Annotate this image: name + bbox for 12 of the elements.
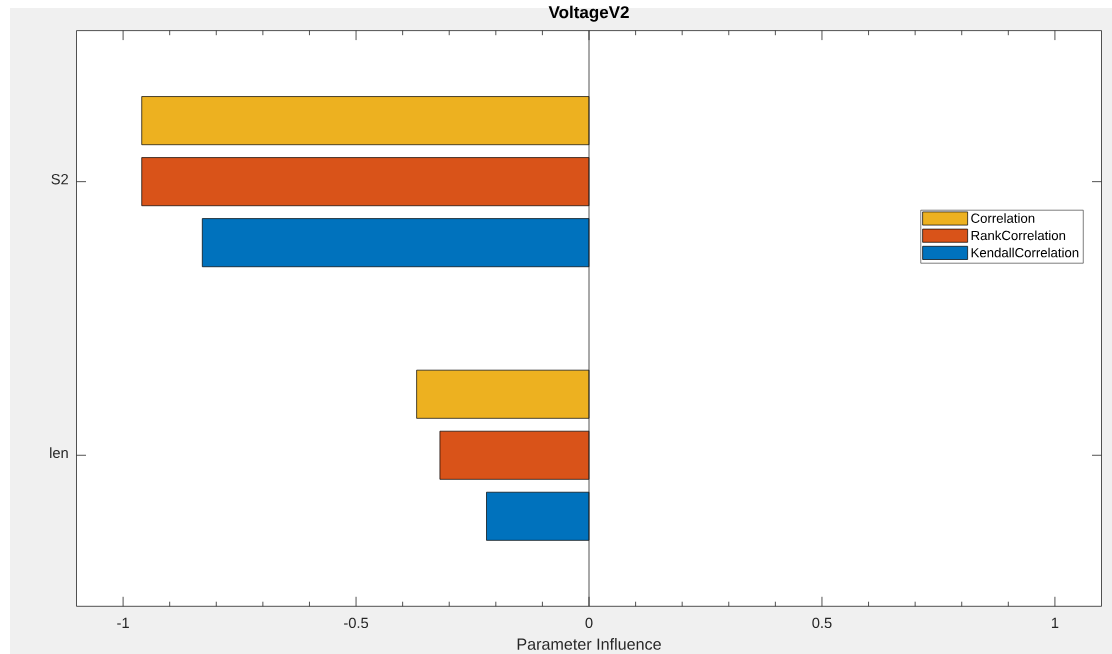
y-tick-label: S2 — [51, 174, 68, 185]
y-tick-label: len — [50, 447, 68, 459]
x-tick-label: -0.5 — [344, 617, 369, 629]
legend-label: RankCorrelation — [971, 230, 1066, 241]
x-axis-title: Parameter Influence — [517, 638, 661, 650]
x-tick-label: 1 — [1051, 617, 1059, 628]
x-tick-label: -1 — [117, 617, 129, 628]
legend-label: Correlation — [971, 213, 1035, 223]
x-tick-label: 0 — [585, 617, 593, 629]
legend-label: KendallCorrelation — [971, 247, 1079, 258]
x-tick-label: 0.5 — [812, 617, 832, 629]
chart-title: VoltageV2 — [548, 5, 629, 22]
